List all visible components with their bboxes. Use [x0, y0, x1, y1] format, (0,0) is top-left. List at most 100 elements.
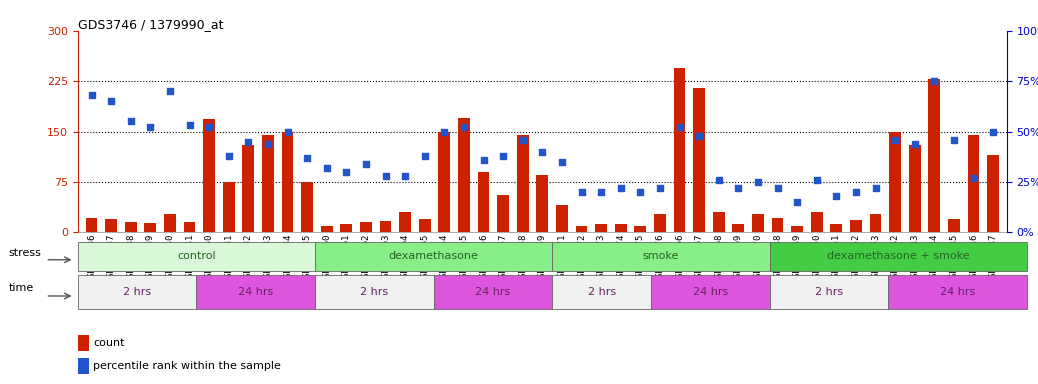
- Bar: [438, 131, 450, 232]
- Bar: [909, 145, 921, 232]
- Text: 24 hrs: 24 hrs: [475, 287, 511, 297]
- Bar: [576, 226, 588, 232]
- Bar: [223, 182, 235, 232]
- Bar: [144, 223, 157, 232]
- Bar: [987, 155, 999, 232]
- Bar: [316, 242, 552, 271]
- Point: [436, 128, 453, 135]
- Bar: [380, 221, 391, 232]
- Point: [632, 189, 649, 195]
- Point: [652, 185, 668, 191]
- Bar: [196, 275, 316, 309]
- Point: [495, 152, 512, 159]
- Bar: [651, 275, 769, 309]
- Text: time: time: [8, 283, 33, 293]
- Bar: [595, 224, 607, 232]
- Bar: [458, 118, 470, 232]
- Point: [946, 136, 962, 142]
- Text: 2 hrs: 2 hrs: [124, 287, 152, 297]
- Point: [456, 124, 472, 131]
- Bar: [316, 275, 434, 309]
- Bar: [889, 275, 1027, 309]
- Bar: [203, 119, 215, 232]
- Bar: [517, 135, 528, 232]
- Point: [279, 128, 296, 135]
- Point: [416, 152, 433, 159]
- Point: [475, 157, 492, 163]
- Bar: [552, 242, 769, 271]
- Bar: [243, 145, 254, 232]
- Point: [573, 189, 590, 195]
- Point: [730, 185, 746, 191]
- Point: [319, 165, 335, 171]
- Bar: [791, 226, 803, 232]
- Bar: [301, 182, 313, 232]
- Bar: [125, 222, 137, 232]
- Bar: [497, 195, 509, 232]
- Point: [906, 141, 923, 147]
- Point: [260, 141, 276, 147]
- Text: stress: stress: [8, 248, 42, 258]
- Point: [338, 169, 355, 175]
- Bar: [811, 212, 823, 232]
- Text: percentile rank within the sample: percentile rank within the sample: [93, 361, 281, 371]
- Point: [809, 177, 825, 183]
- Text: smoke: smoke: [643, 251, 679, 262]
- Point: [299, 155, 316, 161]
- Bar: [340, 224, 352, 232]
- Point: [886, 136, 903, 142]
- Point: [965, 175, 982, 181]
- Point: [182, 122, 198, 129]
- Bar: [556, 205, 568, 232]
- Point: [985, 128, 1002, 135]
- Bar: [552, 275, 651, 309]
- Point: [240, 139, 256, 145]
- Bar: [967, 135, 980, 232]
- Bar: [674, 68, 685, 232]
- Point: [122, 118, 139, 124]
- Text: 2 hrs: 2 hrs: [815, 287, 843, 297]
- Bar: [321, 226, 332, 232]
- Text: control: control: [177, 251, 216, 262]
- Bar: [78, 275, 196, 309]
- Bar: [78, 242, 316, 271]
- Bar: [400, 212, 411, 232]
- Point: [534, 149, 550, 155]
- Bar: [870, 214, 881, 232]
- Point: [848, 189, 865, 195]
- Text: 2 hrs: 2 hrs: [360, 287, 388, 297]
- Bar: [164, 214, 175, 232]
- Point: [867, 185, 883, 191]
- Point: [377, 173, 393, 179]
- Bar: [771, 217, 784, 232]
- Bar: [928, 79, 940, 232]
- Text: 2 hrs: 2 hrs: [588, 287, 616, 297]
- Bar: [360, 222, 372, 232]
- Point: [828, 193, 845, 199]
- Bar: [78, 358, 89, 374]
- Point: [83, 92, 100, 98]
- Bar: [693, 88, 705, 232]
- Bar: [769, 275, 889, 309]
- Point: [201, 124, 218, 131]
- Bar: [614, 224, 627, 232]
- Point: [220, 152, 237, 159]
- Point: [162, 88, 179, 94]
- Point: [612, 185, 629, 191]
- Bar: [948, 219, 960, 232]
- Text: dexamethasone + smoke: dexamethasone + smoke: [827, 251, 969, 262]
- Point: [358, 161, 375, 167]
- Bar: [281, 131, 294, 232]
- Bar: [733, 224, 744, 232]
- Text: 24 hrs: 24 hrs: [939, 287, 975, 297]
- Point: [142, 124, 159, 131]
- Bar: [634, 226, 647, 232]
- Text: dexamethasone: dexamethasone: [388, 251, 479, 262]
- Point: [789, 199, 805, 205]
- Bar: [654, 214, 665, 232]
- Bar: [830, 224, 842, 232]
- Text: 24 hrs: 24 hrs: [692, 287, 728, 297]
- Bar: [434, 275, 552, 309]
- Point: [593, 189, 609, 195]
- Bar: [890, 131, 901, 232]
